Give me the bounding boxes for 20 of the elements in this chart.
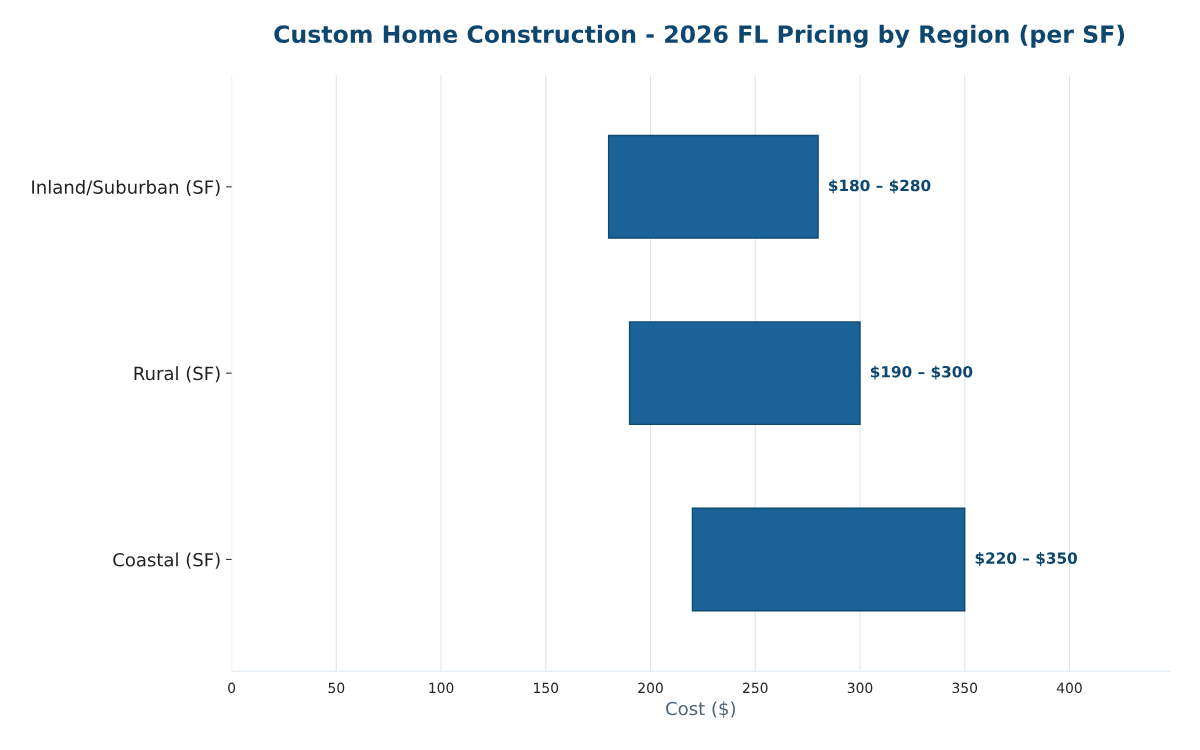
bar xyxy=(628,321,861,426)
y-tick-label: Coastal (SF) xyxy=(113,552,220,569)
x-tick-label: 150 xyxy=(534,682,559,694)
chart-title: Custom Home Construction - 2026 FL Pricing by Region (per SF) xyxy=(274,24,1125,48)
annotation: $220 – $350 xyxy=(975,552,1078,566)
x-tick-label: 200 xyxy=(638,682,663,694)
x-tick-label: 100 xyxy=(429,682,454,694)
x-tick-label: 50 xyxy=(328,682,345,694)
x-tick-label: 250 xyxy=(743,682,768,694)
annotation: $190 – $300 xyxy=(870,365,973,380)
y-tick-label: Inland/Suburban (SF) xyxy=(32,179,220,197)
x-axis-title: Cost ($) xyxy=(666,701,735,718)
y-tick-label: Rural (SF) xyxy=(134,366,220,383)
annotation: $180 – $280 xyxy=(829,179,931,194)
x-tick-label: 400 xyxy=(1056,682,1082,694)
x-tick-label: 350 xyxy=(952,682,978,694)
x-tick-label: 300 xyxy=(847,682,873,694)
bar xyxy=(691,507,966,612)
x-tick-label: 0 xyxy=(228,682,236,694)
bar xyxy=(607,134,819,239)
